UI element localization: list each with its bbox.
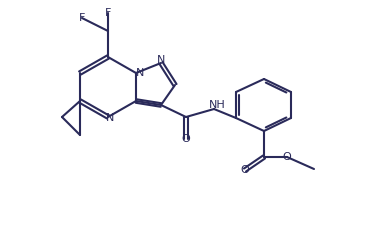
Text: N: N (106, 113, 114, 123)
Text: N: N (157, 55, 165, 65)
Text: NH: NH (209, 100, 226, 110)
Text: O: O (182, 134, 190, 144)
Text: F: F (79, 13, 85, 23)
Text: N: N (136, 68, 144, 78)
Text: O: O (241, 165, 250, 175)
Text: F: F (105, 8, 111, 18)
Text: O: O (283, 152, 291, 162)
